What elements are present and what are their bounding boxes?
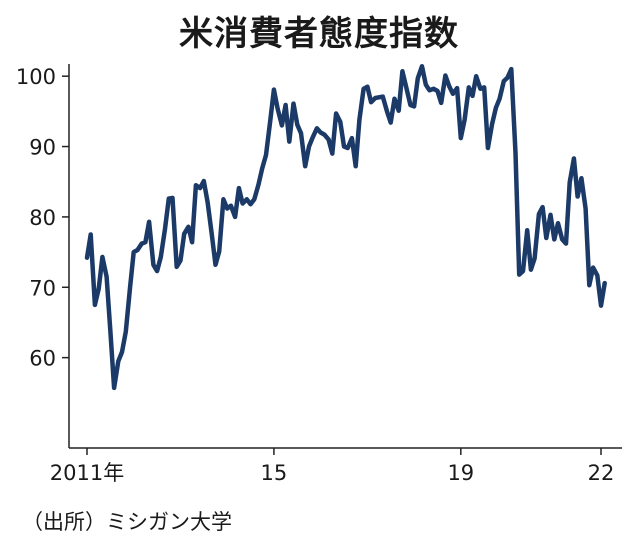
x-tick-label: 15 [261,461,288,485]
chart-title: 米消費者態度指数 [179,14,459,54]
y-tick-label: 90 [29,136,56,160]
x-tick-label: 22 [588,461,615,485]
y-axis-ticks: 60 70 80 90 100 [16,65,69,371]
series-line [84,64,607,391]
y-tick-label: 80 [29,206,56,230]
y-tick-label: 100 [16,65,56,89]
x-tick-label: 19 [447,461,474,485]
y-tick-label: 60 [29,347,56,371]
source-note: （出所）ミシガン大学 [22,510,232,534]
x-tick-label: 2011年 [50,461,124,485]
y-tick-label: 70 [29,276,56,300]
x-axis-ticks: 2011年 15 19 22 [50,448,615,485]
